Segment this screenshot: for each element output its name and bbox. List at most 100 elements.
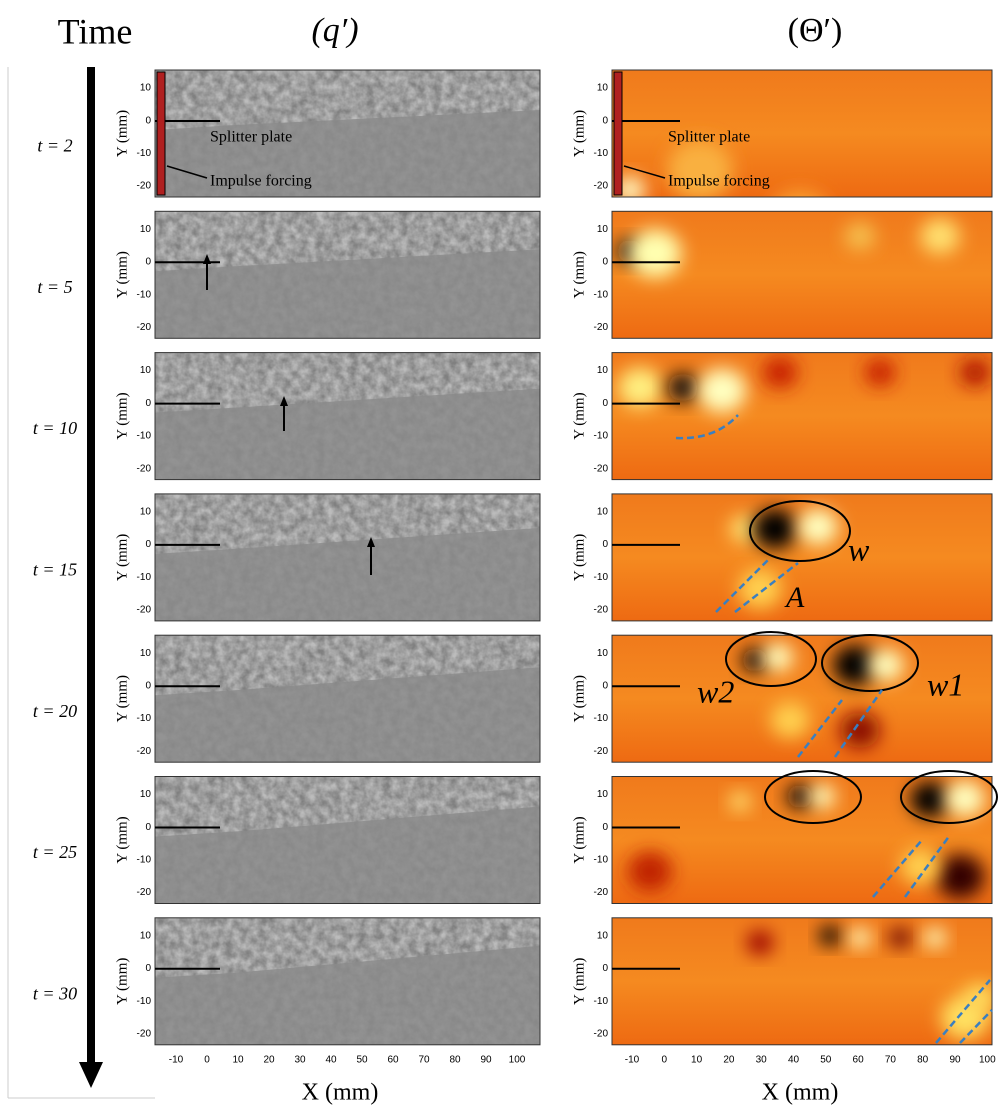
blob [770,702,810,739]
panel-border [611,69,993,198]
y-tick-label: 10 [140,930,152,941]
time-label: t = 2 [37,136,72,156]
row: t = 30 Y (mm) 10 0 -10 -20 Y (mm) 10 0 -10 -20 [33,917,993,1046]
y-tick-label: -10 [137,996,152,1007]
blob [844,222,876,251]
x-tick-label: 50 [356,1055,368,1066]
y-tick-label: 0 [145,257,151,268]
blob [889,927,911,948]
blob [741,648,769,673]
y-tick-label: 10 [140,365,152,376]
y-tick-label: -20 [137,1029,152,1040]
dashed-guide [903,834,952,898]
y-tick-label: 10 [597,648,609,659]
time-label: t = 30 [33,983,77,1003]
q-panel [155,211,540,339]
blob [945,780,985,817]
y-tick-label: 0 [602,822,608,833]
x-tick-label: 70 [885,1055,897,1066]
y-tick-label: -20 [594,1029,609,1040]
theta-panel [612,70,992,197]
y-tick-label: 0 [602,398,608,409]
blob [618,367,662,408]
blob [849,927,871,948]
x-tick-label: 30 [756,1055,768,1066]
x-tick-label: -10 [625,1055,640,1066]
time-label: t = 25 [33,842,77,862]
theta-header: (Θ′) [788,12,843,49]
panel-bg [612,493,992,621]
blob [819,925,841,946]
y-tick-label: -20 [137,463,152,474]
y-axis-label: Y (mm) [571,251,587,298]
quiet-region [155,527,540,621]
wave-label: w [848,531,870,567]
y-tick-label: -10 [137,713,152,724]
theta-panel [612,917,992,1045]
annotation: Impulse forcing [668,173,770,190]
theta-panel [612,352,992,480]
y-tick-label: -10 [137,855,152,866]
q-header: (q′) [311,12,358,49]
pointer [623,165,666,179]
panel-border [154,210,541,339]
annotation: Splitter plate [210,129,292,146]
y-tick-label: 0 [145,822,151,833]
forcing-bar [156,71,166,196]
blob [833,645,877,686]
wave-label: A [784,581,805,614]
y-tick-label: -20 [594,181,609,192]
blob [935,854,985,899]
forcing-bar [613,71,623,196]
blob [753,508,797,549]
y-tick-label: 0 [602,539,608,550]
x-tick-label: 100 [979,1055,996,1066]
y-tick-label: -10 [137,148,152,159]
y-axis-label: Y (mm) [571,534,587,581]
panel-bg [612,352,992,480]
row: t = 2 Y (mm) 10 0 -10 -20 Y (mm) 10 0 -10 -20 [37,69,993,198]
panel-border [154,352,541,481]
row: t = 15 Y (mm) 10 0 -10 -20 Y (mm) 10 0 -10 -20 [33,493,993,622]
blob [786,784,814,809]
blob [762,643,794,672]
y-tick-label: 0 [602,115,608,126]
quiet-region [155,388,540,480]
dashed-guide [675,414,739,440]
y-axis-label: Y (mm) [114,534,130,581]
y-tick-label: -10 [594,289,609,300]
panel-border [611,917,993,1046]
blob [778,190,822,197]
y-tick-label: 10 [140,648,152,659]
blob [667,373,699,402]
panel-border [611,210,993,339]
dashed-guide [935,979,991,1044]
row: t = 25 Y (mm) 10 0 -10 -20 Y (mm) 10 0 -10 -20 [33,776,993,904]
y-tick-label: 10 [140,789,152,800]
y-tick-label: -10 [594,572,609,583]
x-tick-label: 30 [294,1055,306,1066]
y-axis-label: Y (mm) [114,958,130,1005]
panel-bg [612,635,992,763]
pointer [166,165,208,179]
panel-border [154,917,541,1046]
wave-label: w1 [927,666,964,702]
quiet-region [155,667,540,763]
blob [667,140,733,197]
blob [628,851,672,892]
blob [628,229,682,278]
blob [864,358,896,387]
y-axis-label: Y (mm) [571,392,587,439]
y-tick-label: -10 [137,289,152,300]
theta-panel [612,211,992,339]
y-tick-label: -20 [594,463,609,474]
x-tick-label: 50 [820,1055,832,1066]
blob [920,218,960,255]
y-tick-label: -20 [137,322,152,333]
q-panel [155,352,540,480]
x-tick-label: 90 [949,1055,961,1066]
x-axis-label: X (mm) [762,1080,839,1106]
y-axis-label: Y (mm) [571,958,587,1005]
arrowhead [203,254,211,264]
y-tick-label: 10 [597,930,609,941]
